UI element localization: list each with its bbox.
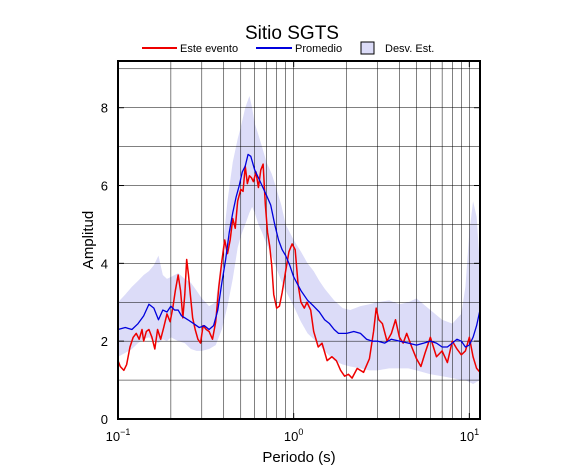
series-line-promedio [117,153,481,348]
y-tick-label: 8 [101,101,108,116]
x-tick-label: 10−1 [106,427,131,444]
y-tick-label: 0 [101,412,108,427]
x-tick-label: 101 [460,427,479,444]
legend: Este evento Promedio Desv. Est. [142,41,434,55]
std-dev-band [118,96,480,384]
legend-label-promedio: Promedio [295,43,342,55]
x-axis-label: Periodo (s) [262,449,335,466]
chart-title: Sitio SGTS [245,23,339,44]
y-tick-label: 2 [101,334,108,349]
y-tick-label: 6 [101,179,108,194]
y-tick-label: 4 [101,256,108,271]
series-line-este-evento [117,163,481,379]
legend-label-desv-est: Desv. Est. [385,43,434,55]
x-tick-label: 100 [284,427,303,444]
y-axis-label: Amplitud [80,211,97,269]
legend-label-este-evento: Este evento [180,43,238,55]
legend-swatch-desv-est [360,41,375,55]
plot-frame [117,60,481,420]
